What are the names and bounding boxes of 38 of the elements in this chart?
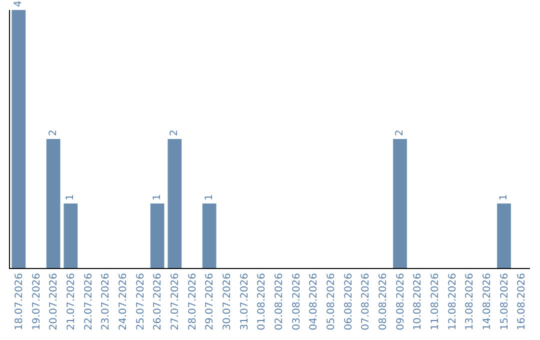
x-tick-label: 19.07.2026	[31, 273, 42, 330]
x-tick-label: 25.07.2026	[135, 273, 146, 330]
data-label: 1	[152, 194, 163, 200]
x-tick-label: 03.08.2026	[291, 273, 302, 330]
x-tick-label: 09.08.2026	[395, 273, 406, 330]
x-tick-label: 15.08.2026	[499, 273, 510, 330]
x-tick-label: 26.07.2026	[152, 273, 164, 330]
x-tick-label: 05.08.2026	[326, 273, 337, 330]
x-tick-label: 11.08.2026	[430, 273, 441, 330]
x-tick-label: 18.07.2026	[14, 273, 25, 330]
x-tick-label: 13.08.2026	[464, 273, 476, 330]
x-tick-label: 10.08.2026	[412, 273, 424, 330]
x-tick-label: 22.07.2026	[83, 273, 94, 330]
data-label: 2	[169, 130, 180, 136]
x-tick-label: 20.07.2026	[48, 273, 60, 330]
data-label: 1	[498, 194, 510, 200]
x-tick-label: 02.08.2026	[274, 273, 285, 330]
x-tick-label: 14.08.2026	[482, 273, 493, 330]
x-tick-label: 23.07.2026	[100, 273, 112, 330]
x-tick-label: 08.08.2026	[378, 273, 389, 330]
x-tick-label: 21.07.2026	[66, 273, 77, 330]
x-tick-label: 04.08.2026	[308, 273, 320, 330]
data-label: 2	[394, 130, 406, 136]
x-tick-label: 31.07.2026	[239, 273, 250, 330]
x-tick-label: 01.08.2026	[256, 273, 268, 330]
x-tick-label: 16.08.2026	[516, 273, 528, 330]
data-label: 2	[48, 130, 59, 136]
x-tick-label: 28.07.2026	[187, 273, 198, 330]
x-tick-label: 30.07.2026	[222, 273, 233, 330]
x-tick-label: 07.08.2026	[360, 273, 372, 330]
x-tick-label: 24.07.2026	[118, 273, 129, 330]
x-tick-label: 06.08.2026	[343, 273, 354, 330]
data-label: 4	[13, 0, 24, 7]
x-tick-label: 12.08.2026	[447, 273, 458, 330]
x-tick-label: 29.07.2026	[204, 273, 216, 330]
x-tick-label: 27.07.2026	[170, 273, 181, 330]
data-label: 1	[204, 194, 215, 200]
data-label: 1	[65, 194, 76, 200]
